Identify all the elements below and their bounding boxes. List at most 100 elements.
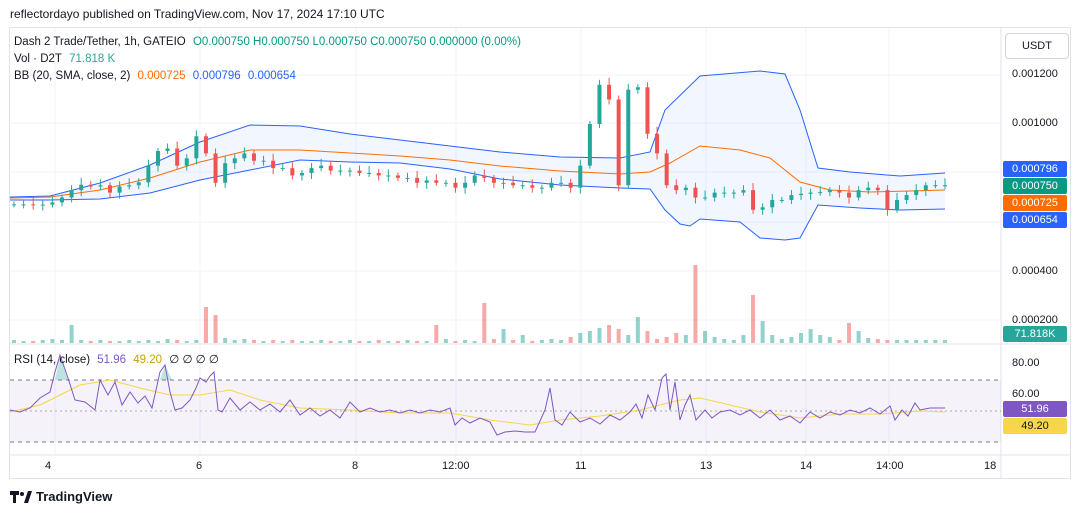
chart-frame [9, 27, 1071, 479]
tradingview-logo[interactable]: TradingView [10, 489, 112, 504]
volume-bar [319, 340, 324, 343]
candle-body [751, 190, 756, 210]
candle-body [242, 153, 247, 159]
candle-body [597, 84, 602, 124]
tradingview-logo-icon [10, 490, 32, 503]
rsi-value: 51.96 [97, 354, 127, 366]
volume-bar [290, 340, 295, 343]
price-tick-1200: 0.001200 [1012, 68, 1058, 80]
volume-bar [357, 341, 362, 343]
candle-body [319, 165, 324, 169]
candle-body [79, 184, 84, 191]
candle-body [914, 190, 919, 196]
price-tick-200: 0.000200 [1012, 314, 1058, 326]
volume-bar [463, 340, 468, 343]
volume-bar [645, 331, 650, 343]
candle-body [635, 87, 640, 90]
candle-body [194, 136, 199, 159]
volume-bar [597, 328, 602, 343]
volume-bar [59, 340, 64, 343]
volume-bar [194, 340, 199, 343]
candle-body [530, 185, 535, 188]
ohlc-values: O0.000750 H0.000750 L0.000750 C0.000750 … [192, 36, 521, 48]
volume-bar [165, 339, 170, 343]
volume-bar [146, 340, 151, 343]
volume-value: 71.818 K [69, 53, 116, 65]
volume-bar [482, 303, 487, 343]
volume-bar [866, 338, 871, 343]
bb-upper-line [9, 70, 946, 198]
volume-bar [693, 265, 698, 343]
volume-bar [155, 341, 160, 343]
symbol-title: Dash 2 Trade/Tether, 1h, GATEIO [14, 36, 186, 48]
candle-body [357, 170, 362, 173]
symbol-legend[interactable]: Dash 2 Trade/Tether, 1h, GATEIO O0.00075… [14, 36, 525, 48]
candle-body [367, 173, 372, 174]
candle-body [223, 163, 228, 183]
volume-bar [568, 337, 573, 343]
candle-body [88, 184, 93, 187]
bb-mid-value: 0.000725 [137, 70, 186, 82]
candle-body [511, 182, 516, 186]
volume-bar [751, 295, 756, 343]
candle-body [712, 192, 717, 198]
candle-body [453, 182, 458, 188]
candle-body [943, 185, 947, 187]
candle-body [895, 199, 900, 210]
candle-body [98, 185, 103, 187]
rsi-badge: 51.96 [1003, 401, 1067, 417]
candle-body [309, 168, 314, 173]
candle-body [626, 89, 631, 186]
volume-bar [914, 340, 919, 343]
volume-label: Vol · D2T [14, 53, 62, 65]
candle-body [866, 187, 871, 191]
volume-bar [280, 341, 285, 343]
bb-lower-badge: 0.000654 [1003, 212, 1067, 228]
volume-bar [578, 333, 583, 343]
candle-body [760, 207, 765, 210]
volume-legend[interactable]: Vol · D2T 71.818 K [14, 53, 119, 65]
candle-body [683, 187, 688, 191]
rsi-tick-60: 60.00 [1012, 388, 1040, 400]
time-tick-4: 4 [45, 460, 52, 472]
bb-fill [10, 71, 945, 240]
candle-body [59, 197, 64, 203]
volume-bar [837, 340, 842, 343]
volume-bar [923, 340, 928, 343]
rsi-label: RSI (14, close) [14, 354, 91, 366]
candle-body [837, 190, 842, 193]
volume-bar [683, 335, 688, 343]
bb-basis-line [9, 145, 946, 199]
volume-bar [722, 339, 727, 343]
candle-body [933, 185, 938, 187]
volume-bar [40, 340, 45, 343]
candle-body [299, 173, 304, 176]
volume-bar [559, 340, 564, 343]
candle-body [885, 190, 890, 210]
volume-bar [50, 339, 55, 343]
volume-bar [895, 340, 900, 343]
candle-body [731, 192, 736, 194]
volume-bars [12, 265, 947, 343]
volume-bar [12, 340, 16, 343]
candle-body [770, 199, 775, 208]
candle-body [616, 99, 621, 186]
bb-basis-badge: 0.000725 [1003, 195, 1067, 211]
volume-bar [664, 337, 669, 343]
currency-button[interactable]: USDT [1005, 33, 1069, 59]
rsi-legend[interactable]: RSI (14, close) 51.96 49.20 ∅ ∅ ∅ ∅ [14, 352, 223, 366]
volume-bar [376, 340, 381, 343]
bb-upper-badge: 0.000796 [1003, 161, 1067, 177]
candle-body [50, 202, 55, 205]
volume-bar [367, 341, 372, 343]
candle-body [847, 192, 852, 198]
candle-body [655, 133, 660, 154]
volume-bar [501, 329, 506, 343]
volume-bar [779, 339, 784, 343]
bb-legend[interactable]: BB (20, SMA, close, 2) 0.000725 0.000796… [14, 70, 300, 82]
volume-bar [251, 340, 256, 343]
candle-body [520, 185, 525, 187]
volume-bar [520, 335, 525, 343]
volume-bar [223, 338, 228, 343]
